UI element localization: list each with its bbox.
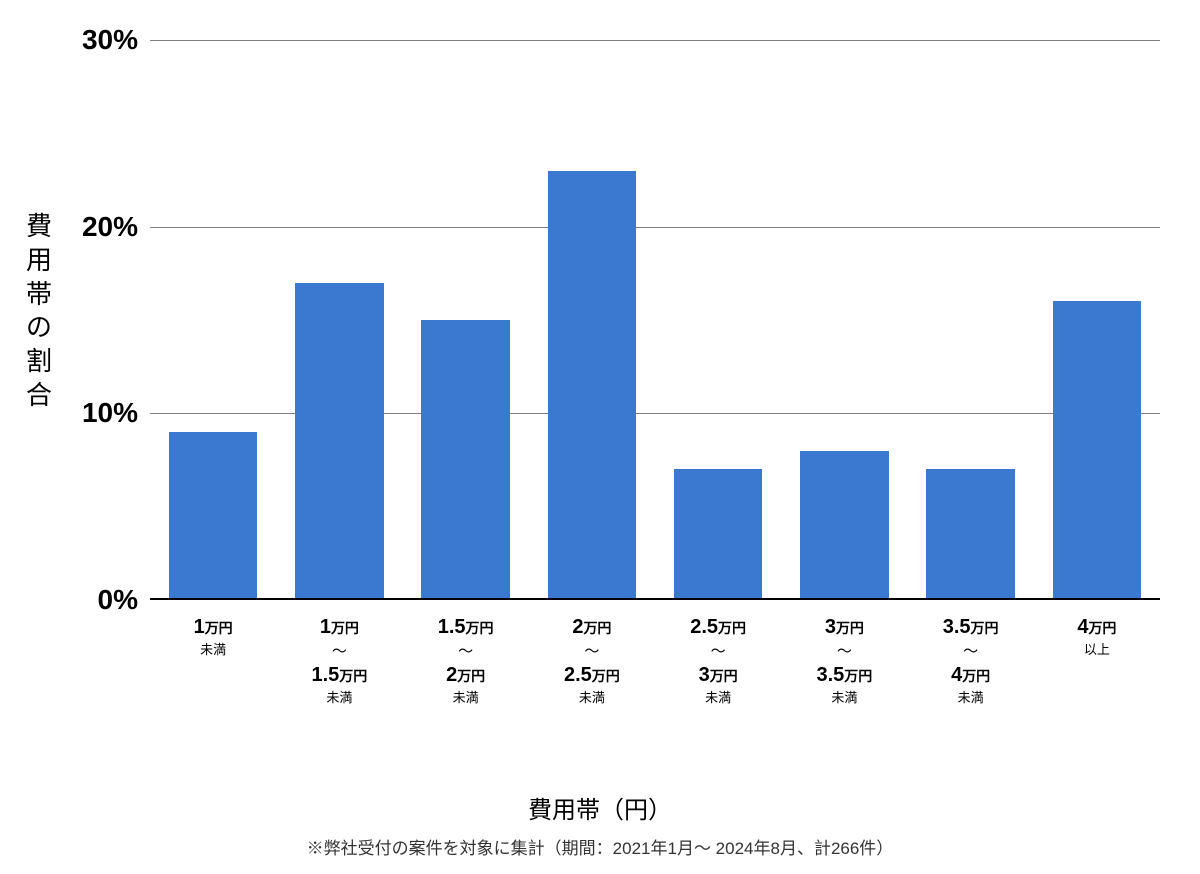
plot-area xyxy=(150,40,1160,600)
x-tick-label: 4万円以上 xyxy=(1034,615,1160,658)
bar xyxy=(1053,301,1141,600)
footnote: ※弊社受付の案件を対象に集計（期間：2021年1月～ 2024年8月、計266件… xyxy=(0,834,1200,859)
x-tick-label: 2.5万円〜3万円未満 xyxy=(655,615,781,706)
y-tick-label: 30% xyxy=(82,24,138,56)
bar xyxy=(295,283,383,600)
x-tick-label: 3万円〜3.5万円未満 xyxy=(781,615,907,706)
x-tick-label: 1万円未満 xyxy=(150,615,276,658)
bars-group xyxy=(150,40,1160,600)
x-tick-label: 1.5万円〜2万円未満 xyxy=(403,615,529,706)
bar xyxy=(169,432,257,600)
x-tick-label: 2万円〜2.5万円未満 xyxy=(529,615,655,706)
bar xyxy=(800,451,888,600)
x-tick-labels: 1万円未満1万円〜1.5万円未満1.5万円〜2万円未満2万円〜2.5万円未満2.… xyxy=(150,615,1160,775)
bar xyxy=(548,171,636,600)
bar xyxy=(926,469,1014,600)
x-tick-label: 1万円〜1.5万円未満 xyxy=(276,615,402,706)
y-axis-title: 費用帯の割合 xyxy=(26,210,52,413)
y-tick-label: 10% xyxy=(82,397,138,429)
y-tick-label: 0% xyxy=(98,584,138,616)
bar xyxy=(674,469,762,600)
bar xyxy=(421,320,509,600)
x-tick-label: 3.5万円〜4万円未満 xyxy=(908,615,1034,706)
cost-distribution-chart: 費用帯の割合 0% 10% 20% 30% 1万円未満1万円〜1.5万円未満1.5万円… xyxy=(0,0,1200,874)
y-tick-label: 20% xyxy=(82,211,138,243)
x-axis-title: 費用帯（円） xyxy=(0,790,1200,825)
x-axis-line xyxy=(150,598,1160,600)
